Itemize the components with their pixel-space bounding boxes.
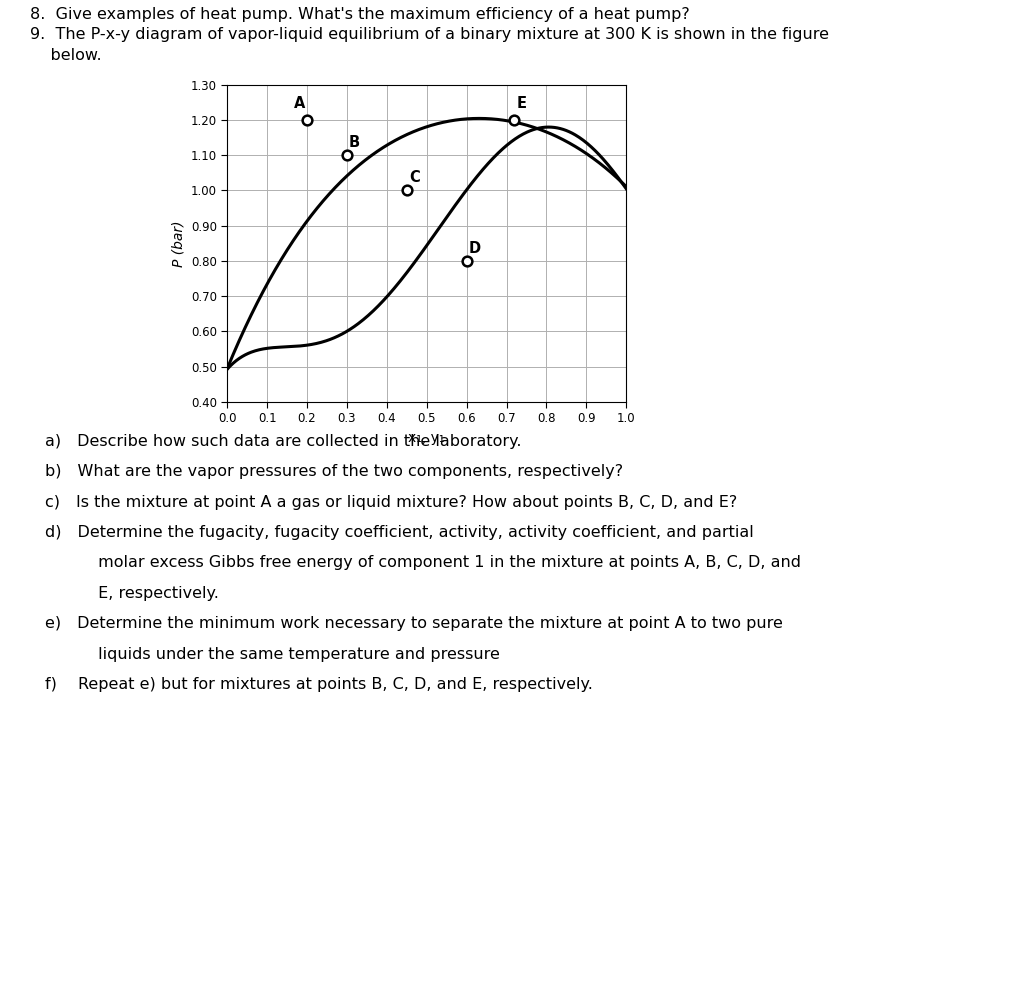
X-axis label: x₁, y₁: x₁, y₁ <box>408 431 445 445</box>
Text: A: A <box>294 96 305 112</box>
Text: below.: below. <box>30 48 102 63</box>
Text: b) What are the vapor pressures of the two components, respectively?: b) What are the vapor pressures of the t… <box>45 465 623 480</box>
Text: 9.  The P-x-y diagram of vapor-liquid equilibrium of a binary mixture at 300 K i: 9. The P-x-y diagram of vapor-liquid equ… <box>30 27 829 42</box>
Text: E, respectively.: E, respectively. <box>45 586 219 601</box>
Text: D: D <box>469 240 481 255</box>
Text: a) Describe how such data are collected in the laboratory.: a) Describe how such data are collected … <box>45 434 522 449</box>
Text: d) Determine the fugacity, fugacity coefficient, activity, activity coefficient,: d) Determine the fugacity, fugacity coef… <box>45 525 754 540</box>
Text: c) Is the mixture at point A a gas or liquid mixture? How about points B, C, D, : c) Is the mixture at point A a gas or li… <box>45 495 737 509</box>
Text: 8.  Give examples of heat pump. What's the maximum efficiency of a heat pump?: 8. Give examples of heat pump. What's th… <box>30 7 690 22</box>
Text: E: E <box>516 96 526 112</box>
Text: f)  Repeat e) but for mixtures at points B, C, D, and E, respectively.: f) Repeat e) but for mixtures at points … <box>45 677 593 692</box>
Text: liquids under the same temperature and pressure: liquids under the same temperature and p… <box>45 647 500 662</box>
Text: e) Determine the minimum work necessary to separate the mixture at point A to tw: e) Determine the minimum work necessary … <box>45 616 784 631</box>
Text: B: B <box>348 135 360 150</box>
Text: C: C <box>409 170 419 185</box>
Text: molar excess Gibbs free energy of component 1 in the mixture at points A, B, C, : molar excess Gibbs free energy of compon… <box>45 555 802 570</box>
Y-axis label: P (bar): P (bar) <box>171 220 185 266</box>
